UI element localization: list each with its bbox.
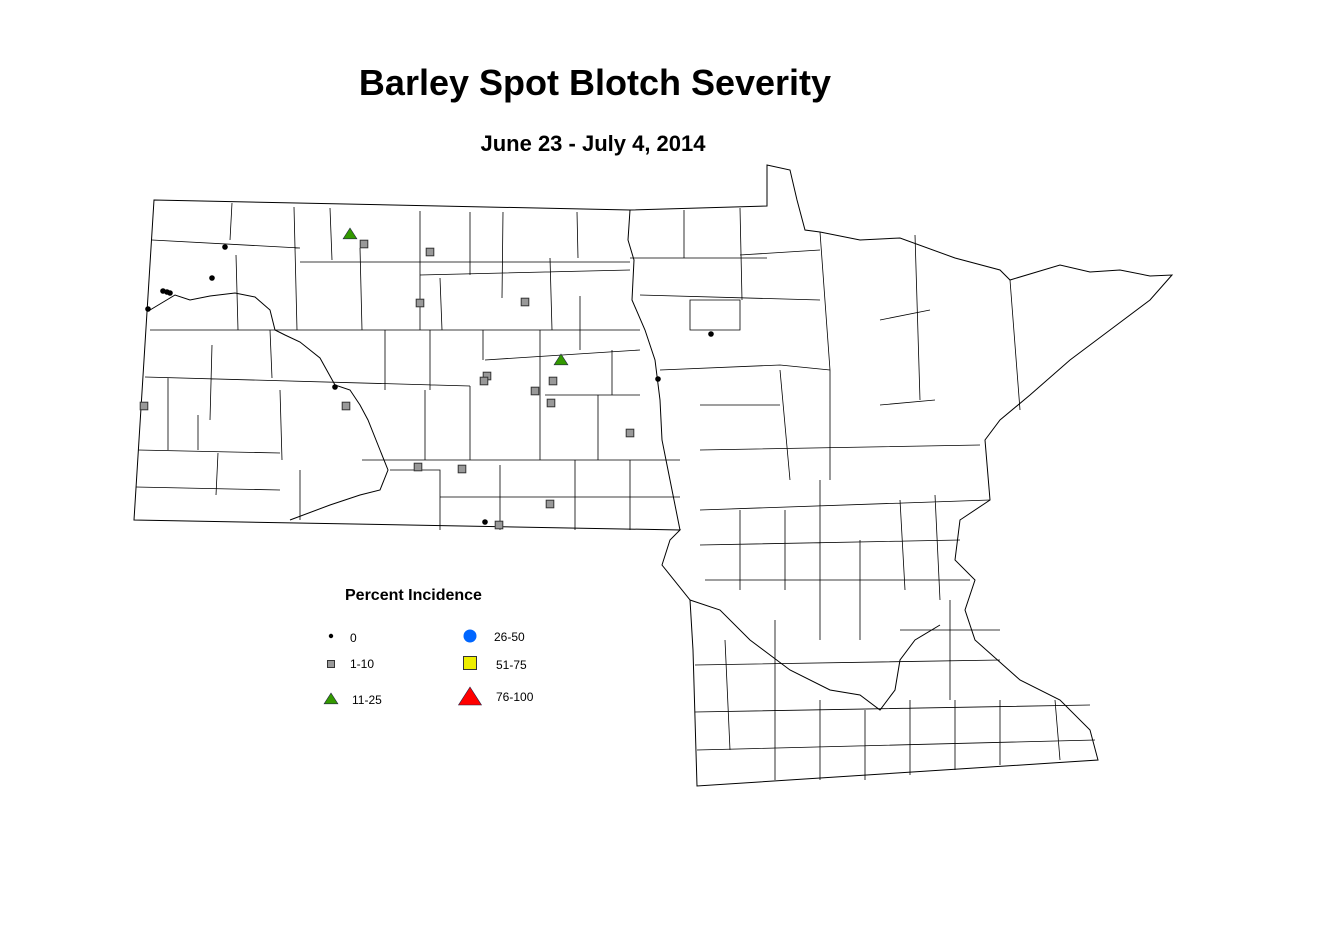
missouri-river	[149, 292, 389, 521]
site-marker-1-10	[457, 464, 467, 474]
site-marker-1-10	[548, 376, 558, 386]
legend-title: Percent Incidence	[345, 587, 482, 604]
site-marker-0	[145, 306, 151, 312]
site-marker-1-10	[479, 376, 489, 386]
site-marker-1-10	[625, 428, 635, 438]
site-marker-1-10	[415, 298, 425, 308]
site-marker-1-10	[341, 401, 351, 411]
site-marker-0	[167, 290, 173, 296]
legend-symbol-76-100	[457, 686, 483, 706]
legend-label-26-50: 26-50	[494, 630, 525, 644]
legend-symbol-11-25	[323, 692, 339, 705]
legend-label-76-100: 76-100	[496, 690, 534, 704]
site-marker-0	[332, 384, 338, 390]
site-marker-1-10	[545, 499, 555, 509]
legend-symbol-1-10	[327, 660, 335, 668]
legend-label-11-25: 11-25	[352, 693, 382, 707]
map-subtitle: June 23 - July 4, 2014	[480, 131, 706, 156]
legend-label-0: 0	[350, 631, 357, 645]
legend-symbol-51-75	[463, 656, 477, 670]
site-marker-1-10	[425, 247, 435, 257]
site-marker-1-10	[359, 239, 369, 249]
legend-label-1-10: 1-10	[350, 657, 375, 671]
site-marker-11-25	[342, 227, 358, 240]
map-title: Barley Spot Blotch Severity	[358, 62, 832, 103]
site-marker-0	[708, 331, 714, 337]
site-marker-0	[209, 275, 215, 281]
site-marker-1-10	[520, 297, 530, 307]
county-lines	[135, 202, 1096, 780]
state-outline	[133, 164, 1174, 787]
site-marker-0	[655, 376, 661, 382]
legend-symbol-0	[328, 633, 334, 639]
site-marker-0	[222, 244, 228, 250]
legend-symbol-26-50	[463, 629, 477, 643]
site-marker-11-25	[553, 353, 569, 366]
site-marker-1-10	[530, 386, 540, 396]
legend-label-51-75: 51-75	[496, 658, 527, 672]
site-marker-0	[482, 519, 488, 525]
site-marker-1-10	[413, 462, 423, 472]
minnesota-river	[689, 599, 941, 711]
site-marker-1-10	[139, 401, 149, 411]
site-marker-1-10	[494, 520, 504, 530]
site-marker-1-10	[546, 398, 556, 408]
